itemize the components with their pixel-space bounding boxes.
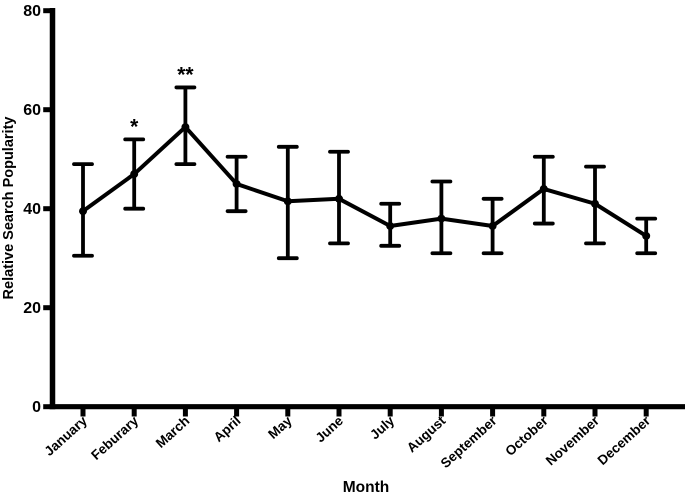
x-tick-label: September [438, 413, 500, 471]
x-tick-label: April [211, 413, 244, 445]
y-tick-label: 40 [23, 201, 41, 218]
x-axis-title: Month [343, 479, 389, 496]
x-tick-label: January [41, 413, 90, 459]
x-tick-label: May [265, 413, 295, 442]
x-tick-label: December [595, 413, 654, 468]
data-point-marker [539, 184, 548, 193]
y-tick-label: 80 [23, 3, 41, 20]
x-tick-label: August [404, 413, 449, 456]
data-point-marker [488, 222, 497, 231]
significance-marker: ** [177, 63, 194, 86]
data-point-marker [232, 179, 241, 188]
error-bars [72, 85, 658, 261]
data-point-markers [79, 123, 651, 240]
data-point-marker [181, 123, 190, 132]
data-point-marker [591, 199, 599, 208]
x-tick-label: Feburary [88, 413, 141, 463]
series-line [81, 125, 649, 238]
data-series [81, 125, 649, 238]
data-point-marker [642, 231, 651, 240]
data-point-marker [283, 197, 292, 206]
y-tick-label: 20 [23, 300, 41, 317]
significance-marker: * [130, 115, 139, 138]
y-axis-title: Relative Search Popularity [1, 117, 17, 300]
data-point-marker [79, 207, 87, 216]
y-tick-label: 60 [23, 102, 41, 119]
significance-annotations: *** [130, 63, 194, 138]
data-point-marker [130, 170, 139, 179]
x-tick-label: March [153, 413, 193, 451]
x-tick-label: July [367, 413, 397, 443]
x-tick-label: November [543, 413, 603, 469]
data-point-marker [437, 214, 446, 223]
y-tick-label: 0 [32, 399, 41, 416]
data-point-marker [386, 222, 395, 231]
x-tick-label: October [502, 413, 551, 459]
data-point-marker [335, 194, 343, 203]
x-tick-label: June [313, 413, 347, 446]
